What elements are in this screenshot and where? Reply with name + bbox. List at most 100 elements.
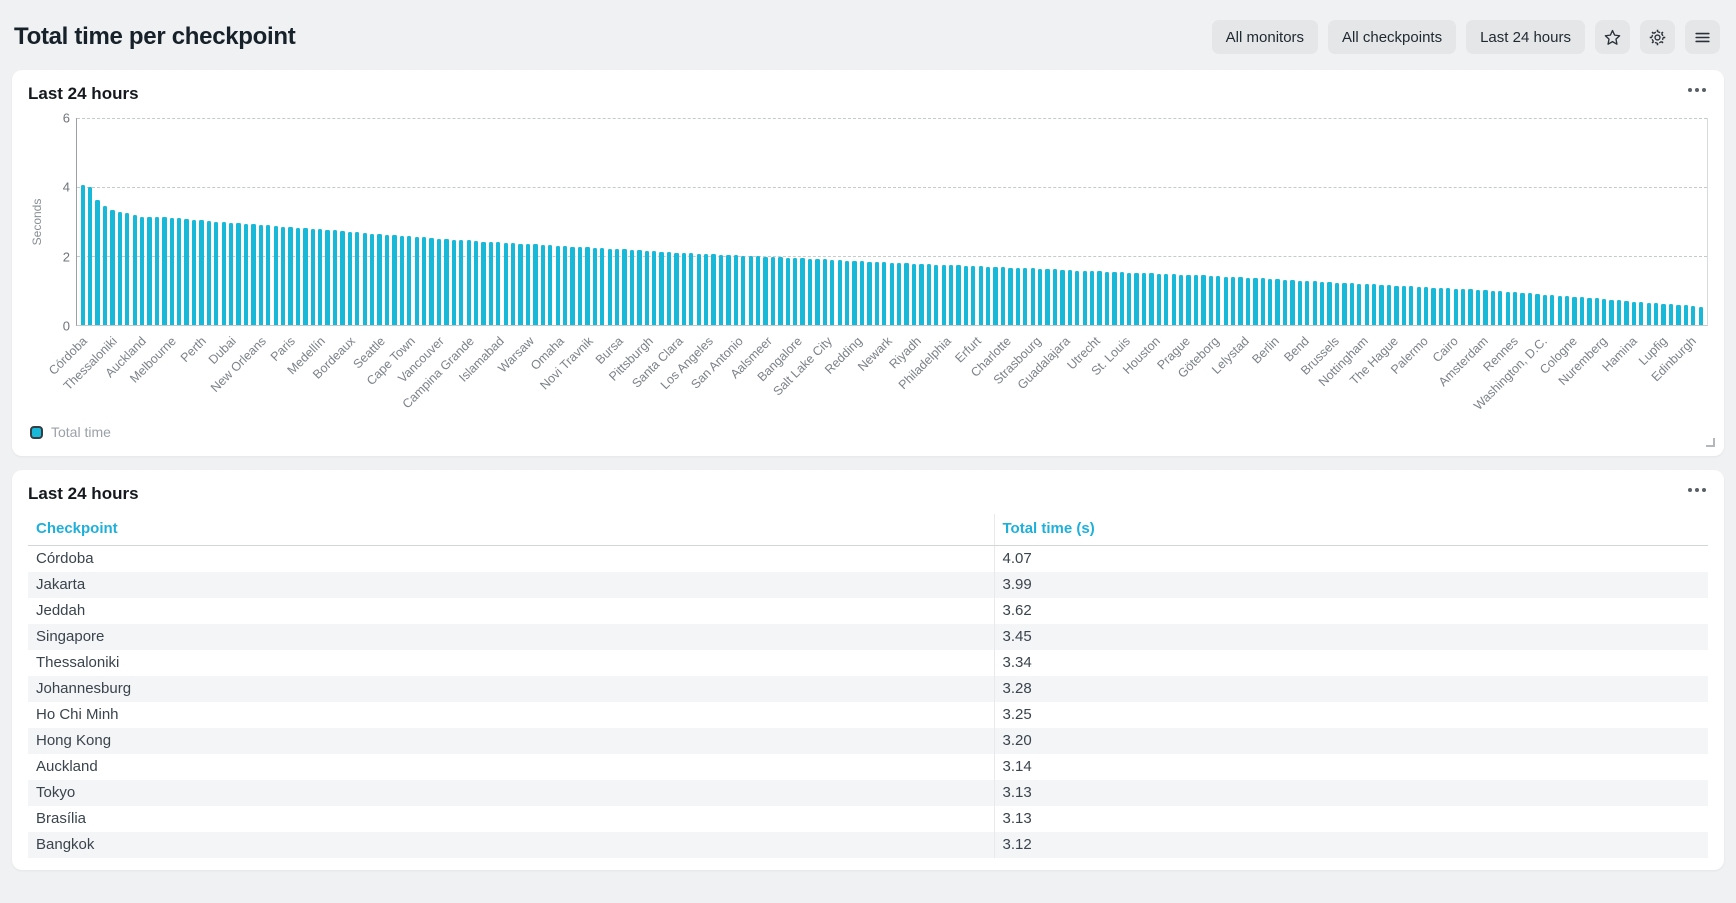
total-time-bar[interactable] xyxy=(444,239,449,325)
total-time-bar[interactable] xyxy=(511,243,516,325)
main-menu-button[interactable] xyxy=(1685,20,1720,54)
total-time-bar[interactable] xyxy=(874,261,879,325)
total-time-bar[interactable] xyxy=(666,252,672,325)
total-time-bar[interactable] xyxy=(1520,292,1525,325)
total-time-bar[interactable] xyxy=(1357,283,1362,325)
total-time-bar[interactable] xyxy=(1030,268,1035,325)
total-time-bar[interactable] xyxy=(347,231,353,325)
total-time-bar[interactable] xyxy=(206,220,212,325)
total-time-bar[interactable] xyxy=(1082,270,1087,325)
total-time-bar[interactable] xyxy=(986,266,991,325)
total-time-bar[interactable] xyxy=(1453,288,1458,325)
total-time-bar[interactable] xyxy=(117,211,122,325)
total-time-bar[interactable] xyxy=(251,224,256,325)
total-time-bar[interactable] xyxy=(325,230,330,325)
total-time-bar[interactable] xyxy=(1661,303,1666,325)
total-time-bar[interactable] xyxy=(852,260,857,325)
total-time-bar[interactable] xyxy=(1342,282,1347,325)
total-time-bar[interactable] xyxy=(95,200,100,325)
total-time-bar[interactable] xyxy=(1624,300,1629,325)
table-card-menu-button[interactable] xyxy=(1686,484,1708,496)
total-time-bar[interactable] xyxy=(1416,286,1421,325)
total-time-bar[interactable] xyxy=(733,255,738,325)
total-time-bar[interactable] xyxy=(674,252,679,325)
total-time-bar[interactable] xyxy=(1691,306,1696,325)
total-time-bar[interactable] xyxy=(1141,273,1147,325)
total-time-bar[interactable] xyxy=(755,256,761,325)
total-time-bar[interactable] xyxy=(1579,297,1585,325)
total-time-bar[interactable] xyxy=(1253,278,1258,325)
total-time-bar[interactable] xyxy=(704,253,709,325)
total-time-bar[interactable] xyxy=(763,256,768,325)
total-time-bar[interactable] xyxy=(318,229,323,325)
total-time-bar[interactable] xyxy=(993,267,998,325)
total-time-bar[interactable] xyxy=(1268,278,1273,325)
total-time-bar[interactable] xyxy=(1119,272,1124,325)
total-time-bar[interactable] xyxy=(1223,276,1228,325)
total-time-bar[interactable] xyxy=(815,259,820,325)
total-time-bar[interactable] xyxy=(362,232,367,325)
total-time-bar[interactable] xyxy=(548,245,553,325)
total-time-bar[interactable] xyxy=(896,262,902,325)
total-time-bar[interactable] xyxy=(941,264,946,325)
total-time-bar[interactable] xyxy=(199,220,204,325)
column-header-checkpoint[interactable]: Checkpoint xyxy=(28,514,994,546)
total-time-bar[interactable] xyxy=(1000,267,1006,325)
total-time-bar[interactable] xyxy=(770,257,776,325)
total-time-bar[interactable] xyxy=(132,214,137,325)
total-time-bar[interactable] xyxy=(1201,275,1206,325)
total-time-bar[interactable] xyxy=(488,241,494,325)
total-time-bar[interactable] xyxy=(956,265,961,325)
total-time-bar[interactable] xyxy=(644,250,649,325)
total-time-bar[interactable] xyxy=(1349,283,1354,325)
total-time-bar[interactable] xyxy=(1245,277,1251,325)
total-time-bar[interactable] xyxy=(711,254,716,325)
total-time-bar[interactable] xyxy=(288,227,293,325)
total-time-bar[interactable] xyxy=(1616,300,1622,325)
total-time-bar[interactable] xyxy=(399,235,404,325)
total-time-bar[interactable] xyxy=(481,241,486,325)
total-time-bar[interactable] xyxy=(258,224,263,325)
total-time-bar[interactable] xyxy=(585,247,590,325)
total-time-bar[interactable] xyxy=(800,258,805,325)
total-time-bar[interactable] xyxy=(1230,277,1236,325)
total-time-bar[interactable] xyxy=(1312,281,1317,325)
total-time-bar[interactable] xyxy=(384,234,390,325)
total-time-bar[interactable] xyxy=(1320,281,1325,325)
total-time-bar[interactable] xyxy=(1631,301,1637,325)
total-time-bar[interactable] xyxy=(971,266,976,325)
total-time-bar[interactable] xyxy=(577,247,583,325)
total-time-bar[interactable] xyxy=(459,240,464,325)
total-time-bar[interactable] xyxy=(1401,286,1406,325)
total-time-bar[interactable] xyxy=(1089,270,1095,325)
total-time-bar[interactable] xyxy=(473,240,479,325)
total-time-bar[interactable] xyxy=(1097,271,1102,325)
total-time-bar[interactable] xyxy=(236,223,241,325)
total-time-bar[interactable] xyxy=(652,251,657,325)
chart-legend[interactable]: Total time xyxy=(30,424,1708,440)
total-time-bar[interactable] xyxy=(1052,269,1058,325)
total-time-bar[interactable] xyxy=(904,263,909,325)
total-time-bar[interactable] xyxy=(1238,277,1243,325)
total-time-bar[interactable] xyxy=(332,230,338,325)
total-time-bar[interactable] xyxy=(310,228,315,325)
total-time-bar[interactable] xyxy=(177,218,182,325)
total-time-bar[interactable] xyxy=(147,217,152,325)
total-time-bar[interactable] xyxy=(614,249,620,325)
total-time-bar[interactable] xyxy=(882,262,887,325)
total-time-bar[interactable] xyxy=(280,226,286,325)
total-time-bar[interactable] xyxy=(266,225,271,325)
total-time-bar[interactable] xyxy=(785,257,790,325)
total-time-bar[interactable] xyxy=(1483,290,1488,325)
total-time-bar[interactable] xyxy=(1364,283,1369,325)
total-time-bar[interactable] xyxy=(1512,292,1518,325)
total-time-bar[interactable] xyxy=(1015,267,1021,325)
total-time-bar[interactable] xyxy=(1156,273,1162,325)
total-time-bar[interactable] xyxy=(1045,269,1050,325)
total-time-bar[interactable] xyxy=(1379,284,1384,325)
total-time-bar[interactable] xyxy=(1438,288,1444,325)
settings-button[interactable] xyxy=(1640,20,1675,54)
total-time-bar[interactable] xyxy=(1186,274,1191,325)
chart-card-menu-button[interactable] xyxy=(1686,84,1708,96)
total-time-bar[interactable] xyxy=(926,264,931,325)
